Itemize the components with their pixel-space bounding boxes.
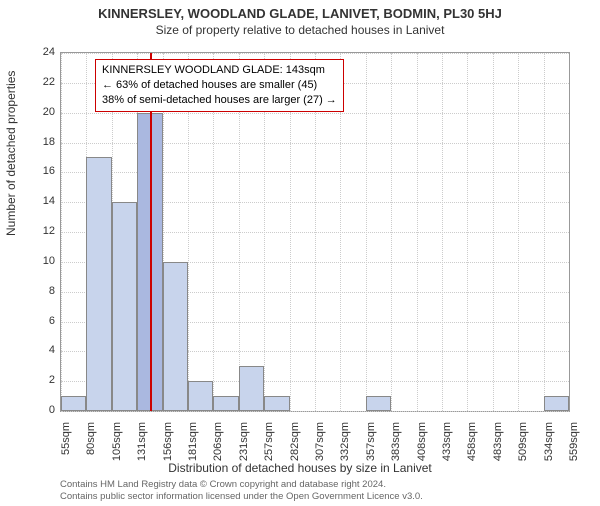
x-tick-label: 332sqm: [339, 422, 351, 472]
x-tick-label: 357sqm: [365, 422, 377, 472]
y-tick-label: 24: [25, 46, 55, 58]
histogram-bar: [239, 366, 264, 411]
annotation-box: KINNERSLEY WOODLAND GLADE: 143sqm← 63% o…: [95, 59, 344, 112]
y-tick-label: 18: [25, 136, 55, 148]
x-tick-label: 433sqm: [441, 422, 453, 472]
x-tick-label: 282sqm: [289, 422, 301, 472]
histogram-bar: [61, 396, 86, 411]
histogram-bar: [112, 202, 137, 411]
histogram-bar: [163, 262, 188, 411]
x-tick-label: 105sqm: [111, 422, 123, 472]
y-tick-label: 4: [25, 344, 55, 356]
histogram-bar: [366, 396, 391, 411]
histogram-bar: [544, 396, 569, 411]
x-tick-label: 408sqm: [416, 422, 428, 472]
chart-title: KINNERSLEY, WOODLAND GLADE, LANIVET, BOD…: [0, 6, 600, 21]
y-tick-label: 2: [25, 374, 55, 386]
histogram-bar: [86, 157, 111, 411]
annotation-line: 38% of semi-detached houses are larger (…: [102, 93, 337, 108]
y-axis-label: Number of detached properties: [4, 71, 18, 236]
gridline-h: [61, 411, 569, 412]
x-tick-label: 131sqm: [136, 422, 148, 472]
gridline-v: [544, 53, 545, 411]
annotation-line: ← 63% of detached houses are smaller (45…: [102, 78, 337, 93]
histogram-bar: [188, 381, 213, 411]
y-tick-label: 20: [25, 106, 55, 118]
y-tick-label: 16: [25, 165, 55, 177]
y-tick-label: 0: [25, 404, 55, 416]
x-tick-label: 257sqm: [263, 422, 275, 472]
annotation-line: KINNERSLEY WOODLAND GLADE: 143sqm: [102, 63, 337, 78]
y-tick-label: 12: [25, 225, 55, 237]
x-tick-label: 509sqm: [517, 422, 529, 472]
chart-plot-area: KINNERSLEY WOODLAND GLADE: 143sqm← 63% o…: [60, 52, 570, 412]
x-tick-label: 55sqm: [60, 422, 72, 472]
x-tick-label: 559sqm: [568, 422, 580, 472]
x-tick-label: 181sqm: [187, 422, 199, 472]
gridline-v: [518, 53, 519, 411]
footer-line-2: Contains public sector information licen…: [60, 491, 423, 502]
x-tick-label: 458sqm: [466, 422, 478, 472]
y-tick-label: 6: [25, 315, 55, 327]
x-tick-label: 231sqm: [238, 422, 250, 472]
chart-subtitle: Size of property relative to detached ho…: [0, 23, 600, 37]
x-tick-label: 206sqm: [212, 422, 224, 472]
y-tick-label: 10: [25, 255, 55, 267]
gridline-v: [493, 53, 494, 411]
y-tick-label: 22: [25, 76, 55, 88]
gridline-v: [391, 53, 392, 411]
y-tick-label: 8: [25, 285, 55, 297]
x-tick-label: 80sqm: [85, 422, 97, 472]
footer-attribution: Contains HM Land Registry data © Crown c…: [60, 479, 423, 502]
gridline-v: [61, 53, 62, 411]
histogram-bar: [213, 396, 238, 411]
x-tick-label: 534sqm: [543, 422, 555, 472]
x-tick-label: 383sqm: [390, 422, 402, 472]
x-tick-label: 307sqm: [314, 422, 326, 472]
gridline-v: [467, 53, 468, 411]
y-tick-label: 14: [25, 195, 55, 207]
gridline-v: [417, 53, 418, 411]
histogram-bar: [264, 396, 289, 411]
x-tick-label: 483sqm: [492, 422, 504, 472]
footer-line-1: Contains HM Land Registry data © Crown c…: [60, 479, 423, 490]
gridline-v: [366, 53, 367, 411]
gridline-v: [442, 53, 443, 411]
x-tick-label: 156sqm: [162, 422, 174, 472]
